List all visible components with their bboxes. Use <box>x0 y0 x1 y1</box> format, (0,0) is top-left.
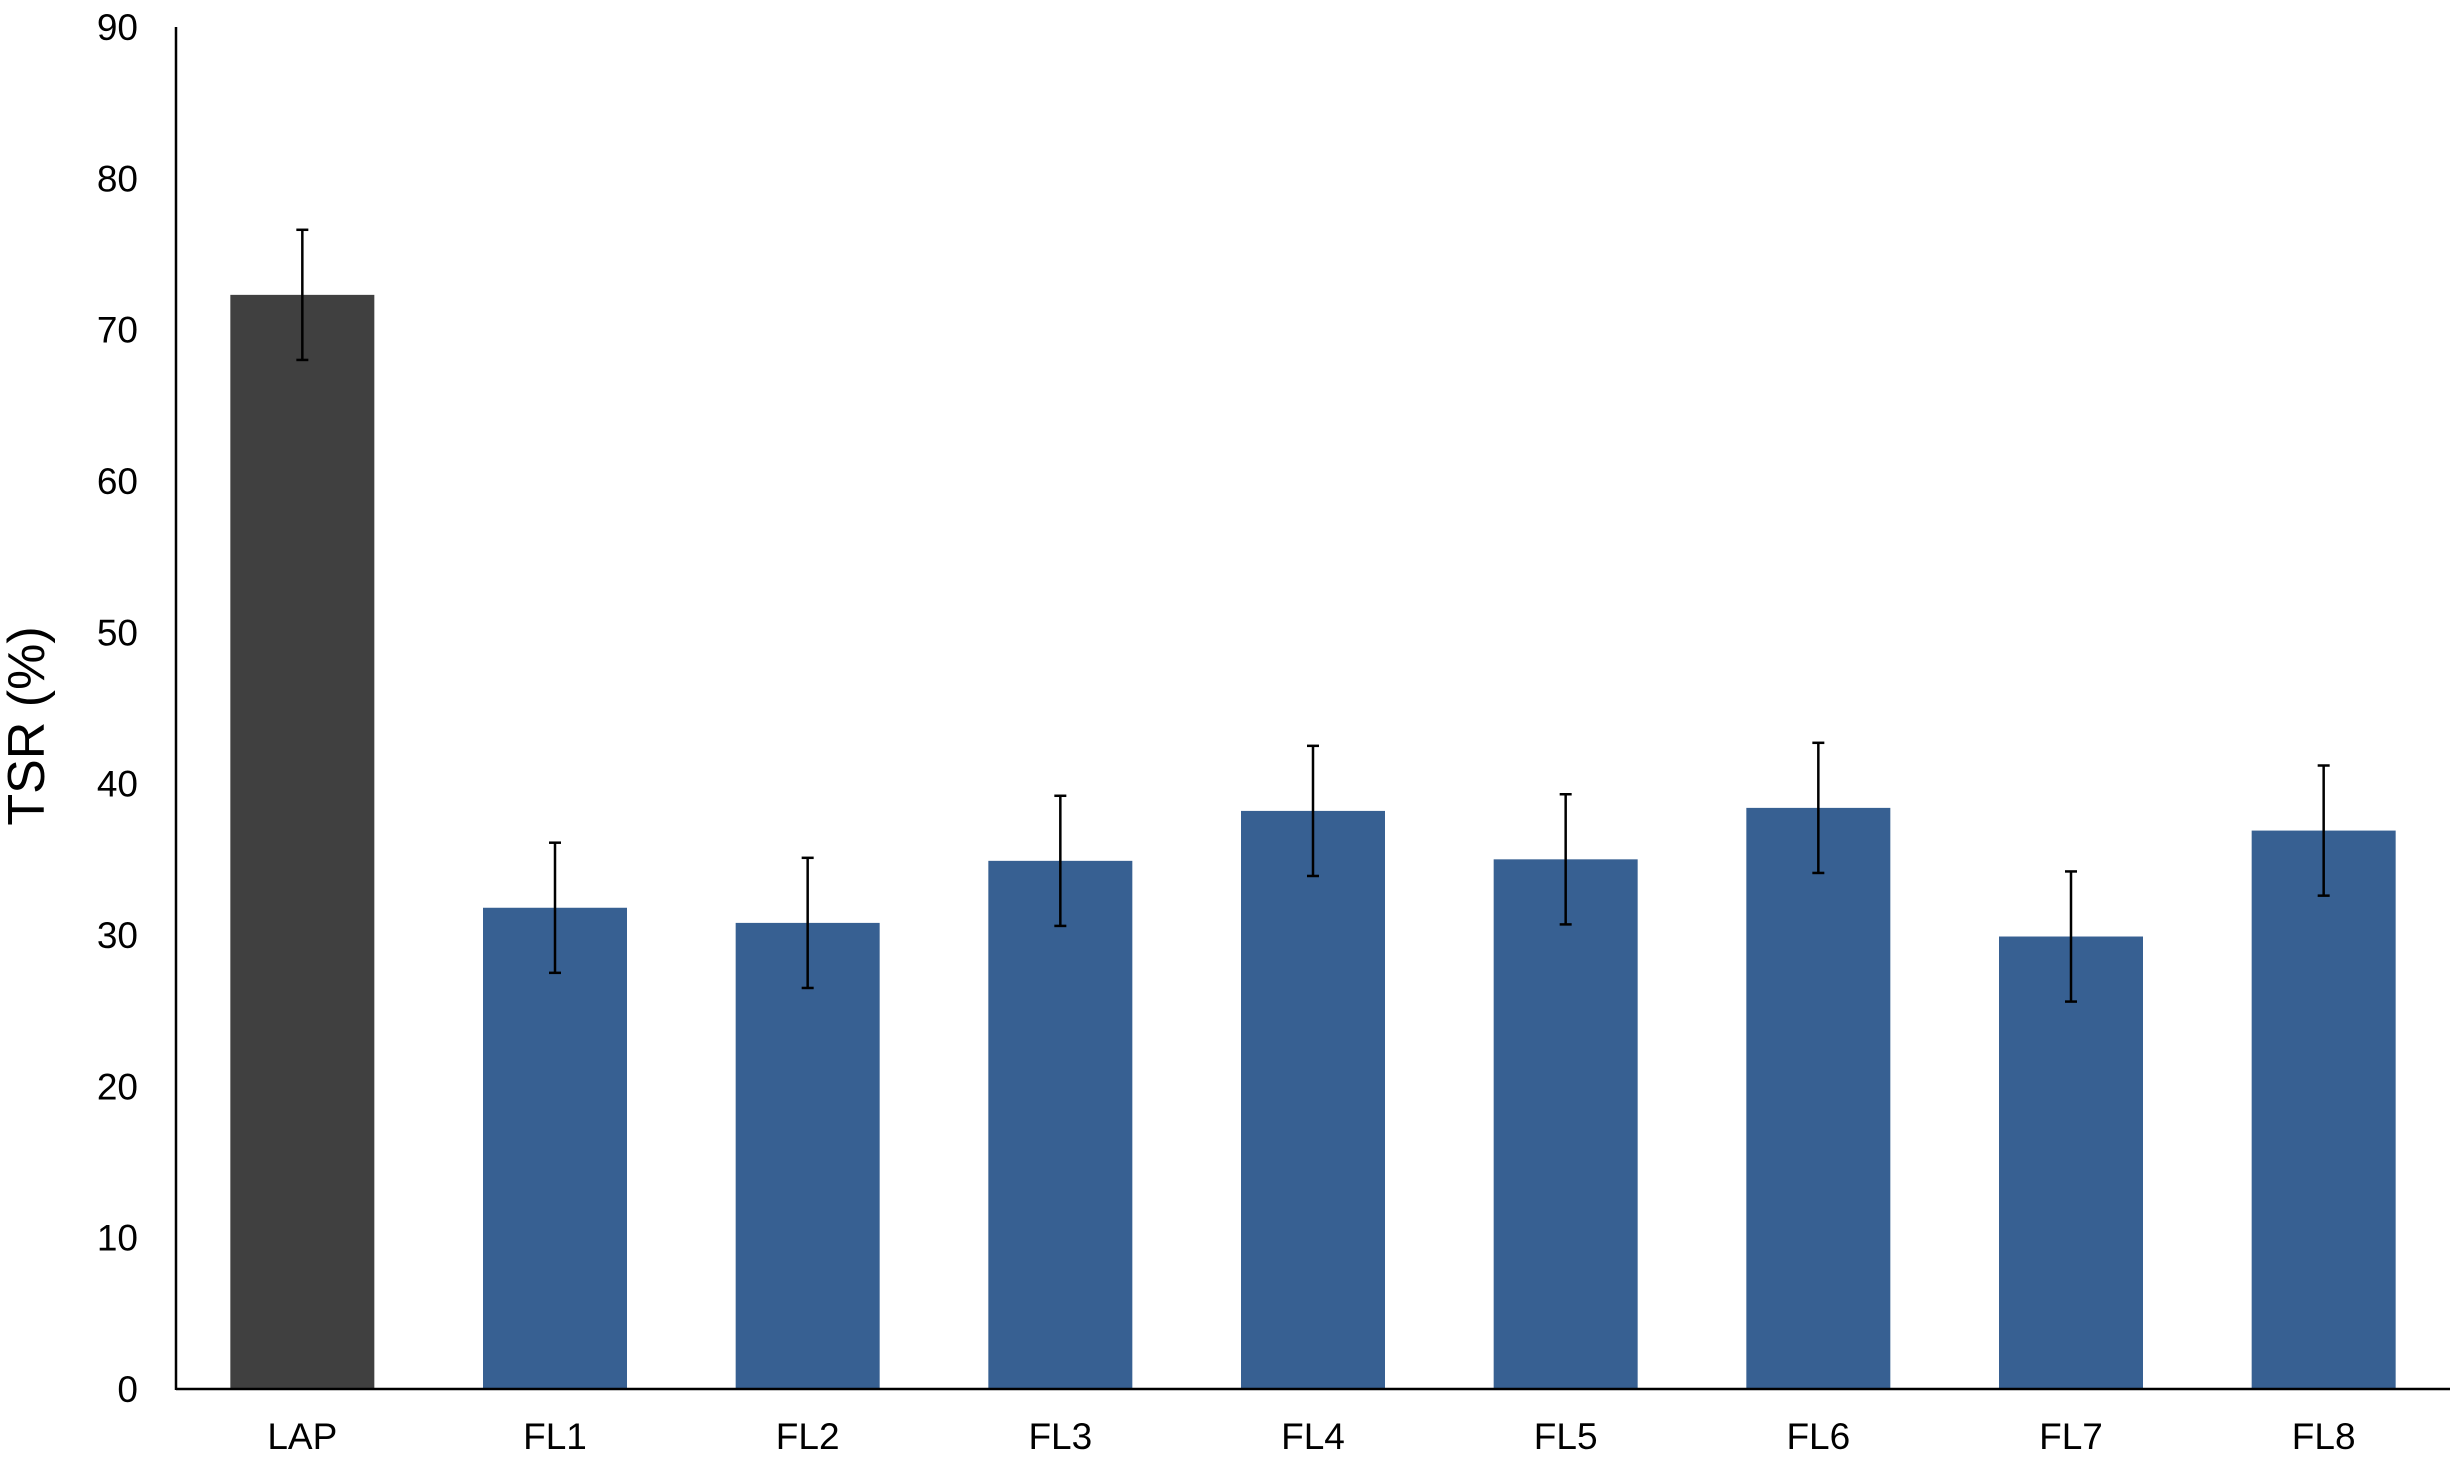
x-tick-label: LAP <box>267 1416 337 1457</box>
y-tick-label: 20 <box>97 1066 138 1107</box>
y-tick-label: 40 <box>97 764 138 805</box>
x-tick-label: FL4 <box>1281 1416 1345 1457</box>
error-bar-fl8 <box>2317 764 2330 897</box>
bar-lap <box>230 294 375 1389</box>
y-axis-title: TSR (%) <box>0 626 56 825</box>
error-bar-lap <box>296 228 309 362</box>
y-axis-title-group: TSR (%) <box>0 626 56 825</box>
x-tick-label: FL2 <box>776 1416 840 1457</box>
error-bar-fl6 <box>1812 741 1825 875</box>
bar-fl2 <box>735 922 880 1389</box>
bars <box>230 294 2396 1389</box>
y-tick-label: 50 <box>97 612 138 653</box>
y-tick-label: 0 <box>117 1369 138 1410</box>
error-bar-fl4 <box>1307 744 1319 878</box>
y-tick-label: 30 <box>97 915 138 956</box>
y-tick-label: 80 <box>97 158 138 199</box>
y-tick-labels: 0 10 20 30 40 50 60 70 80 90 <box>97 7 138 1410</box>
y-tick-label: 90 <box>97 7 138 48</box>
error-bars <box>296 228 2330 1003</box>
bar-fl6 <box>1746 807 1891 1389</box>
bar-fl4 <box>1241 810 1385 1389</box>
bar-fl7 <box>1999 936 2143 1389</box>
y-tick-label: 60 <box>97 461 138 502</box>
x-tick-label: FL8 <box>2292 1416 2356 1457</box>
bar-fl5 <box>1493 859 1638 1389</box>
x-tick-label: FL3 <box>1028 1416 1092 1457</box>
x-tick-label: FL5 <box>1534 1416 1598 1457</box>
axes <box>174 27 2450 1391</box>
y-tick-label: 10 <box>97 1218 138 1259</box>
bar-fl8 <box>2251 830 2396 1389</box>
x-tick-label: FL6 <box>1786 1416 1850 1457</box>
x-tick-label: FL7 <box>2039 1416 2103 1457</box>
error-bar-fl5 <box>1559 793 1572 926</box>
error-bar-fl2 <box>801 856 814 990</box>
error-bar-fl1 <box>549 841 561 975</box>
error-bar-fl3 <box>1054 794 1067 928</box>
y-tick-label: 70 <box>97 310 138 351</box>
error-bar-fl7 <box>2065 870 2077 1003</box>
x-tick-label: FL1 <box>523 1416 587 1457</box>
bar-fl1 <box>483 907 627 1389</box>
bar-fl3 <box>988 860 1133 1389</box>
x-tick-labels: LAP FL1 FL2 FL3 FL4 FL5 FL6 FL7 FL8 <box>267 1416 2355 1457</box>
